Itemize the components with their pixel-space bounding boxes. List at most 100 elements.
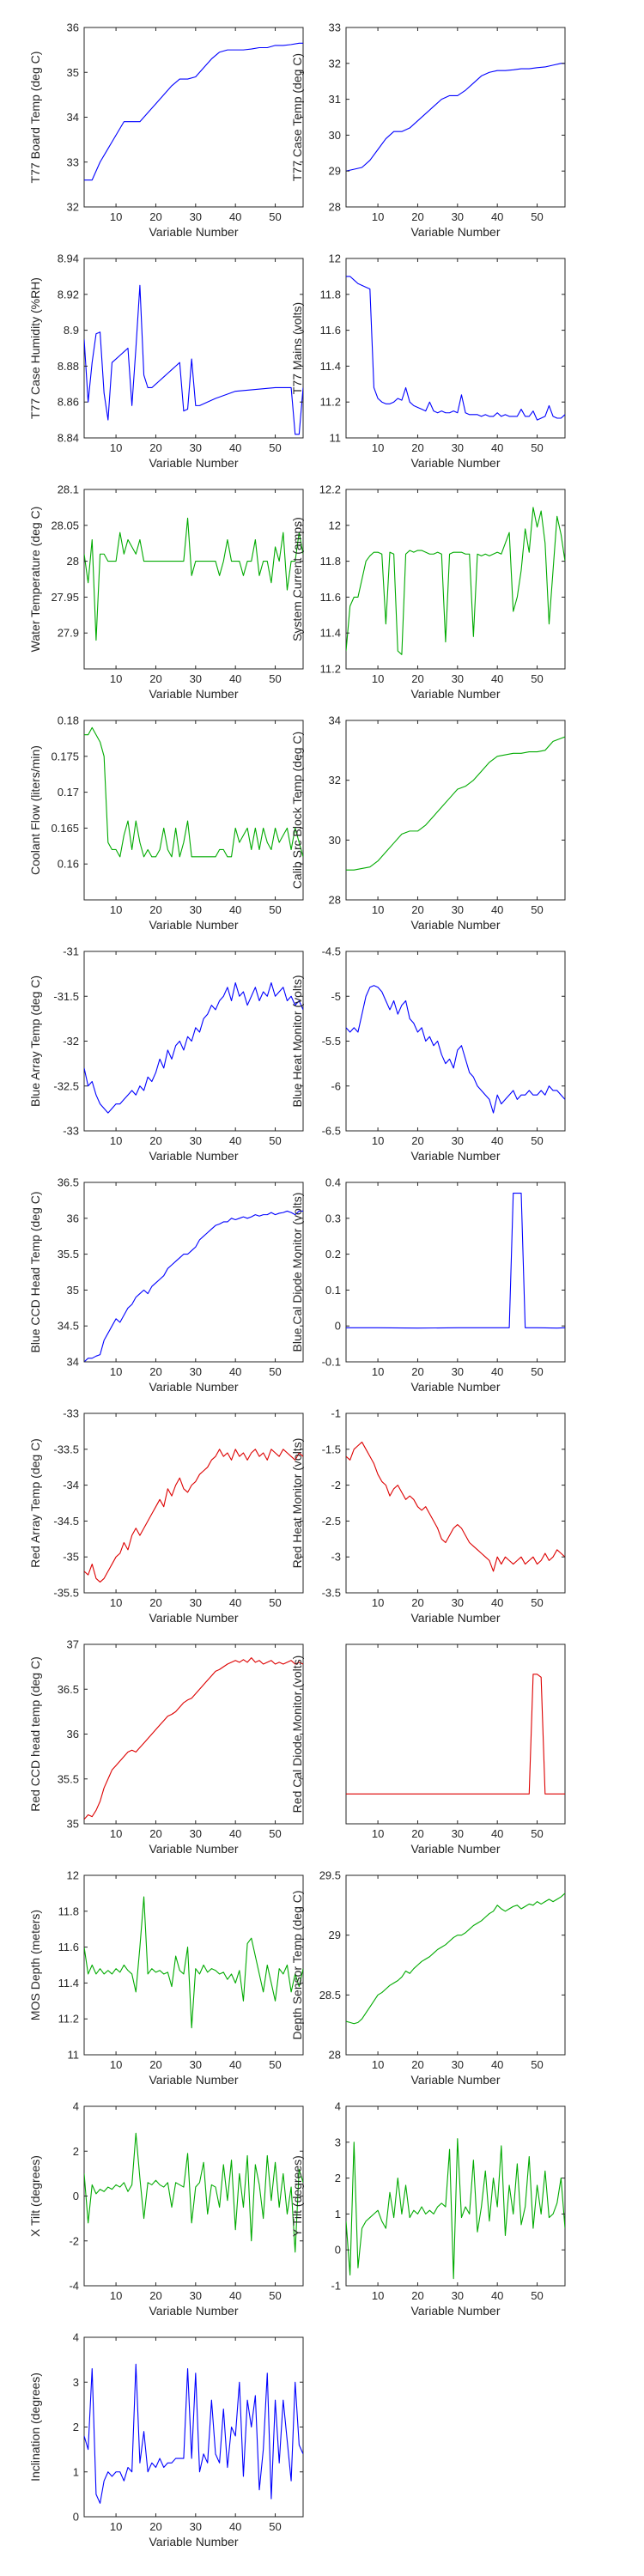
y-axis-label: Water Temperature (deg C) bbox=[28, 507, 42, 653]
x-tick-label: 10 bbox=[372, 1365, 384, 1378]
x-tick-label: 50 bbox=[531, 2289, 543, 2302]
x-tick-label: 50 bbox=[531, 2058, 543, 2071]
y-tick-label: 8.9 bbox=[64, 324, 79, 337]
x-tick-label: 20 bbox=[149, 672, 161, 685]
y-tick-label: 12 bbox=[329, 519, 341, 532]
y-tick-label: 35.5 bbox=[58, 1248, 79, 1261]
plot-area bbox=[83, 1182, 304, 1363]
x-tick-label: 10 bbox=[110, 441, 122, 454]
y-tick-label: -32 bbox=[63, 1035, 79, 1048]
y-tick-label: 28.5 bbox=[319, 1989, 341, 2002]
y-tick-label: -1 bbox=[331, 2280, 341, 2293]
x-axis-label: Variable Number bbox=[149, 1149, 238, 1163]
y-tick-label: -6 bbox=[331, 1079, 341, 1092]
x-tick-label: 40 bbox=[491, 210, 503, 223]
y-tick-label: 0.2 bbox=[325, 1248, 341, 1261]
x-axis-label: Variable Number bbox=[410, 687, 500, 701]
x-tick-label: 50 bbox=[269, 672, 281, 685]
x-tick-label: 20 bbox=[411, 1134, 423, 1147]
y-tick-label: 1 bbox=[335, 2208, 341, 2221]
chart-panel: 10 20 30 40 50 -0.1 0 0.1 0.2 0.3 0.4 Variable Numb… bbox=[290, 1176, 566, 1394]
series-line bbox=[346, 2138, 565, 2280]
plot-area bbox=[345, 1182, 566, 1363]
x-tick-label: 10 bbox=[110, 1134, 122, 1147]
x-tick-label: 10 bbox=[372, 1827, 384, 1840]
y-axis-label: T77 Case Temp (deg C) bbox=[290, 53, 304, 181]
x-tick-label: 10 bbox=[372, 210, 384, 223]
plot-area bbox=[345, 489, 566, 670]
x-tick-label: 10 bbox=[372, 2289, 384, 2302]
y-tick-label: 4 bbox=[73, 2100, 79, 2113]
y-tick-label: -34 bbox=[63, 1479, 79, 1492]
chart-panel: 10 20 30 40 50 27.9 27.95 28 28.05 28.1 Variable N… bbox=[28, 483, 304, 701]
series-line bbox=[346, 63, 565, 172]
x-tick-label: 20 bbox=[149, 1827, 161, 1840]
y-axis-label: Blue Array Temp (deg C) bbox=[28, 975, 42, 1107]
y-tick-label: 36 bbox=[67, 1212, 79, 1224]
y-tick-label: 35 bbox=[67, 66, 79, 79]
chart-panel: 10 20 30 40 50 -35.5 -35 -34.5 -34 -33.5 -33 Variab… bbox=[28, 1407, 304, 1625]
y-tick-label: 12.2 bbox=[319, 483, 341, 496]
chart-panel: 10 20 30 40 50 11 11.2 11.4 11.6 11.8 12 Variable N… bbox=[290, 252, 566, 470]
y-tick-label: 12 bbox=[67, 1869, 79, 1882]
y-tick-label: -35 bbox=[63, 1551, 79, 1564]
x-tick-label: 30 bbox=[452, 2289, 464, 2302]
y-tick-label: 34 bbox=[67, 1356, 79, 1369]
x-tick-label: 40 bbox=[491, 1827, 503, 1840]
chart-panel: 10 20 30 40 50 35 35.5 36 36.5 37 Variable Number R… bbox=[28, 1638, 304, 1856]
y-tick-label: 4 bbox=[335, 2100, 341, 2113]
y-tick-label: 0 bbox=[73, 2511, 79, 2524]
x-tick-label: 30 bbox=[190, 2058, 202, 2071]
series-line bbox=[84, 1657, 303, 1820]
x-tick-label: 10 bbox=[372, 903, 384, 916]
y-tick-label: 3 bbox=[335, 2136, 341, 2148]
y-tick-label: 0 bbox=[335, 1320, 341, 1333]
chart-panel: 10 20 30 40 50 -4 -2 0 2 4 Variable Number X Tilt (… bbox=[28, 2100, 304, 2318]
x-tick-label: 30 bbox=[190, 903, 202, 916]
x-tick-label: 10 bbox=[110, 2289, 122, 2302]
y-axis-label: Red Array Temp (deg C) bbox=[28, 1438, 42, 1568]
x-axis-label: Variable Number bbox=[410, 2073, 500, 2087]
y-tick-label: 33 bbox=[329, 21, 341, 34]
y-tick-label: -6.5 bbox=[322, 1125, 341, 1138]
x-tick-label: 40 bbox=[491, 903, 503, 916]
y-tick-label: 34 bbox=[67, 111, 79, 124]
x-tick-label: 20 bbox=[149, 903, 161, 916]
x-tick-label: 30 bbox=[190, 210, 202, 223]
x-axis-label: Variable Number bbox=[149, 1380, 238, 1394]
x-axis-label: Variable Number bbox=[410, 456, 500, 470]
series-line bbox=[84, 2363, 303, 2504]
x-tick-label: 10 bbox=[372, 672, 384, 685]
y-tick-label: -33.5 bbox=[53, 1443, 79, 1455]
y-tick-label: 29 bbox=[329, 1929, 341, 1941]
x-axis-label: Variable Number bbox=[410, 2304, 500, 2318]
x-tick-label: 10 bbox=[110, 1365, 122, 1378]
x-tick-label: 50 bbox=[531, 1134, 543, 1147]
y-tick-label: 32 bbox=[329, 57, 341, 70]
y-tick-label: 28 bbox=[67, 555, 79, 568]
x-axis-label: Variable Number bbox=[410, 1149, 500, 1163]
y-tick-label: 2 bbox=[335, 2172, 341, 2184]
plot-area bbox=[345, 1413, 566, 1594]
x-tick-label: 20 bbox=[411, 2058, 423, 2071]
y-tick-label: 0.175 bbox=[51, 750, 79, 762]
x-tick-label: 50 bbox=[269, 903, 281, 916]
y-tick-label: 0.165 bbox=[51, 822, 79, 835]
y-tick-label: -33 bbox=[63, 1125, 79, 1138]
y-tick-label: 31 bbox=[329, 93, 341, 106]
x-tick-label: 40 bbox=[229, 210, 241, 223]
y-tick-label: 34 bbox=[329, 714, 341, 727]
y-tick-label: 0.1 bbox=[325, 1284, 341, 1297]
y-axis-label: Red CCD head temp (deg C) bbox=[28, 1656, 42, 1812]
x-tick-label: 50 bbox=[269, 1596, 281, 1609]
x-tick-label: 50 bbox=[269, 1134, 281, 1147]
y-tick-label: 28.05 bbox=[51, 519, 79, 532]
y-tick-label: 34.5 bbox=[58, 1320, 79, 1333]
y-tick-label: 0.18 bbox=[58, 714, 79, 727]
y-tick-label: 8.94 bbox=[58, 252, 79, 265]
x-tick-label: 30 bbox=[190, 1827, 202, 1840]
y-tick-label: 29.5 bbox=[319, 1869, 341, 1882]
series-line bbox=[84, 1210, 303, 1362]
y-tick-label: -2.5 bbox=[322, 1515, 341, 1528]
x-tick-label: 40 bbox=[229, 1365, 241, 1378]
